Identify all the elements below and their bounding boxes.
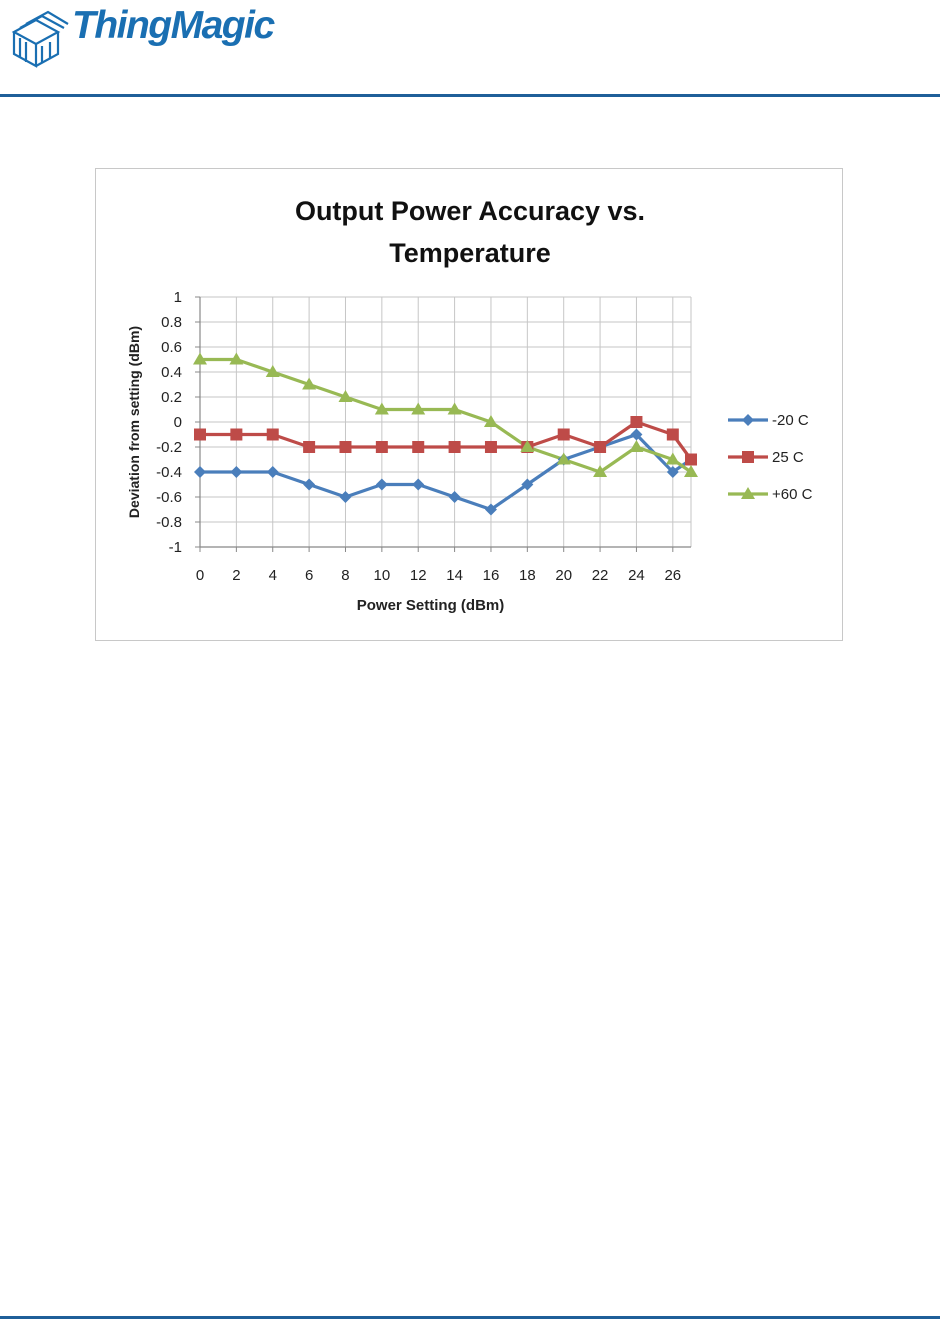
data-point-series-3 (193, 352, 207, 365)
data-point-series-2 (685, 453, 697, 466)
brand-name: ThingMagic (72, 4, 275, 47)
y-tick-label: -1 (169, 539, 182, 556)
data-point-series-1 (630, 428, 643, 441)
data-point-series-1 (339, 491, 352, 503)
page-header: ThingMagic (0, 0, 940, 97)
chart-title-line-1: Output Power Accuracy vs. (294, 196, 646, 226)
data-point-series-1 (412, 478, 425, 491)
legend-marker-1 (742, 414, 754, 426)
legend-marker-3 (741, 487, 755, 499)
data-point-series-3 (411, 402, 426, 415)
x-tick-label: 0 (196, 567, 204, 584)
data-point-series-1 (194, 466, 206, 478)
data-point-series-2 (194, 428, 206, 441)
data-point-series-2 (594, 441, 607, 453)
data-point-series-2 (303, 441, 316, 453)
data-point-series-1 (666, 466, 679, 478)
data-point-series-3 (629, 440, 644, 452)
data-point-series-2 (339, 441, 352, 453)
x-tick-label: 18 (519, 567, 536, 584)
data-point-series-3 (684, 465, 698, 477)
x-tick-label: 6 (305, 567, 313, 584)
legend-marker-2 (742, 451, 754, 463)
footer-divider (0, 1316, 940, 1319)
data-point-series-2 (666, 428, 679, 441)
x-tick-label: 26 (664, 567, 681, 584)
thingmagic-logo (11, 10, 69, 68)
x-axis-title: Power Setting (dBm) (357, 597, 505, 614)
x-tick-label: 8 (341, 567, 349, 584)
y-tick-label: -0.2 (156, 439, 182, 456)
y-tick-label: -0.8 (156, 514, 182, 531)
data-point-series-2 (484, 441, 497, 453)
data-point-series-1 (230, 466, 243, 478)
x-tick-label: 22 (592, 567, 609, 584)
data-point-series-3 (374, 402, 389, 415)
legend-label-1: -20 C (772, 412, 809, 429)
x-tick-label: 20 (555, 567, 572, 584)
legend-label-3: +60 C (772, 486, 813, 503)
x-tick-label: 12 (410, 567, 427, 584)
data-point-series-2 (630, 416, 643, 428)
data-point-series-2 (448, 441, 461, 453)
data-point-series-2 (266, 428, 279, 441)
y-tick-label: 1 (174, 289, 182, 306)
data-point-series-3 (229, 352, 244, 365)
x-tick-label: 10 (374, 567, 391, 584)
y-tick-label: 0.2 (161, 389, 182, 406)
data-point-series-2 (375, 441, 388, 453)
data-point-series-3 (665, 452, 680, 465)
x-tick-label: 2 (232, 567, 240, 584)
data-point-series-3 (483, 415, 498, 427)
data-point-series-1 (521, 478, 534, 491)
data-point-series-3 (265, 365, 280, 377)
chart-frame (95, 168, 843, 641)
data-point-series-2 (412, 441, 425, 453)
data-point-series-1 (303, 478, 316, 491)
y-tick-label: -0.6 (156, 489, 182, 506)
x-tick-label: 4 (269, 567, 277, 584)
header-divider (0, 94, 940, 97)
data-point-series-1 (266, 466, 279, 478)
y-tick-label: 0 (174, 414, 182, 431)
data-point-series-3 (556, 452, 571, 465)
data-point-series-3 (593, 465, 608, 477)
y-tick-label: 0.4 (161, 364, 182, 381)
x-tick-label: 14 (446, 567, 463, 584)
data-point-series-2 (557, 428, 570, 441)
x-tick-label: 16 (483, 567, 500, 584)
data-point-series-2 (230, 428, 243, 441)
data-point-series-3 (520, 440, 535, 452)
stacked-tag-icon (11, 10, 69, 68)
data-point-series-1 (448, 491, 461, 503)
legend-label-2: 25 C (772, 449, 804, 466)
data-point-series-3 (302, 377, 317, 390)
y-tick-label: -0.4 (156, 464, 182, 481)
data-point-series-1 (375, 478, 388, 491)
x-tick-label: 24 (628, 567, 645, 584)
y-tick-label: 0.6 (161, 339, 182, 356)
y-axis-title: Deviation from setting (dBm) (126, 326, 142, 518)
chart-title: Output Power Accuracy vs. Temperature (0, 190, 940, 274)
data-point-series-3 (447, 402, 462, 415)
y-tick-label: 0.8 (161, 314, 182, 331)
data-point-series-1 (484, 503, 497, 516)
chart-title-line-2: Temperature (389, 238, 551, 268)
data-point-series-3 (338, 390, 353, 402)
